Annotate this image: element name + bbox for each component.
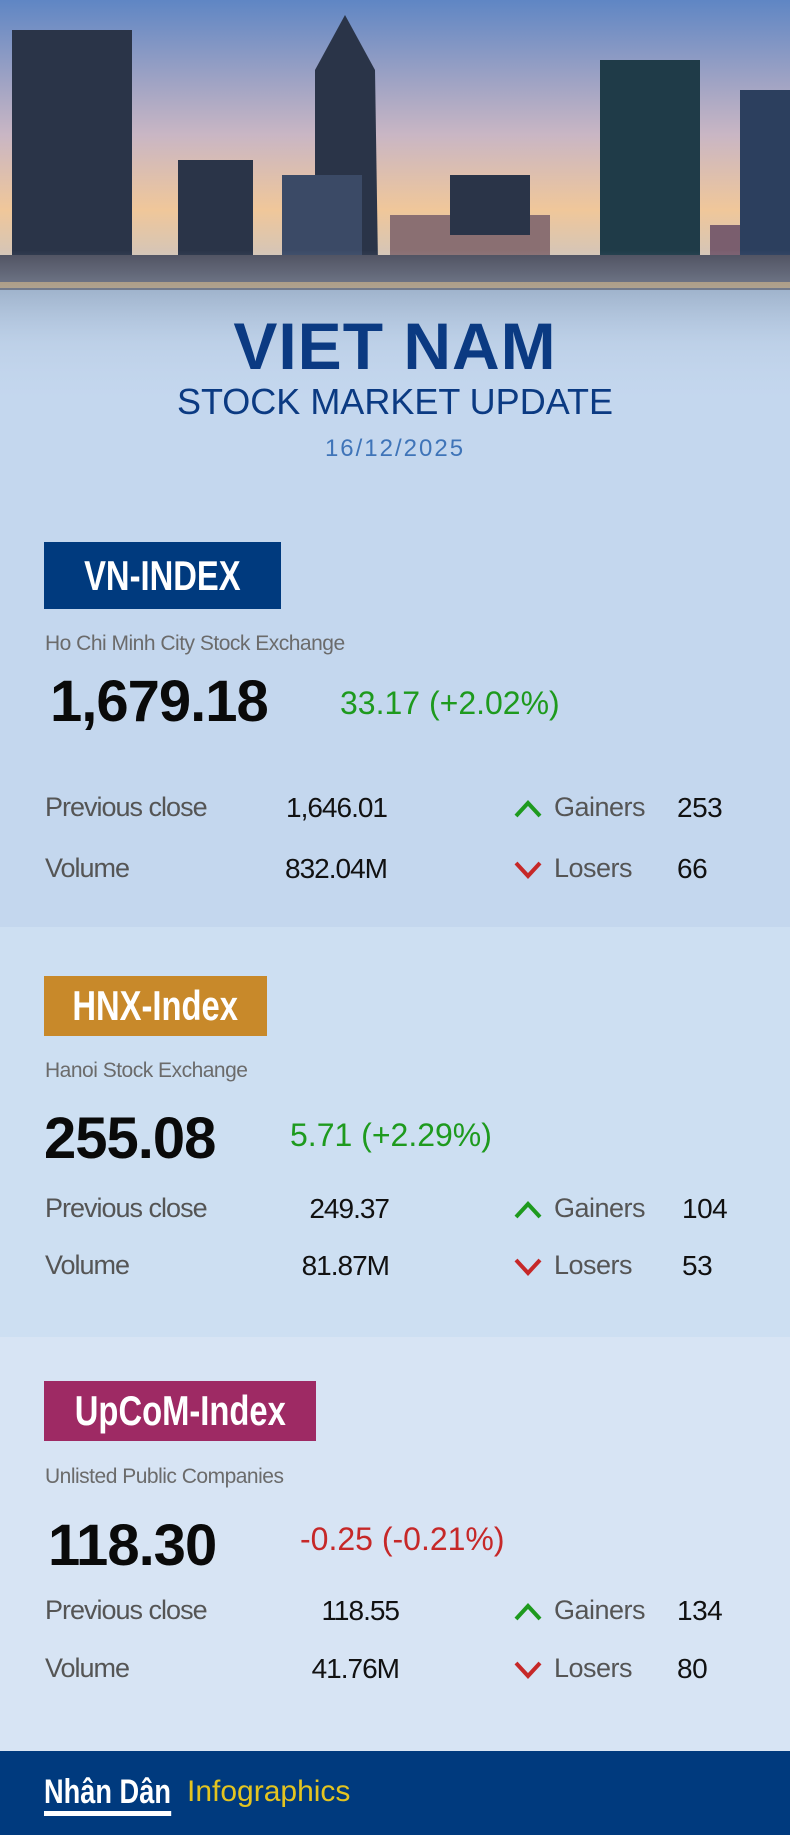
volume-value: 81.87M — [301, 1250, 390, 1281]
losers-label: Losers — [554, 853, 633, 883]
index-value: 255.08 — [44, 1106, 216, 1171]
index-change: -0.25 (-0.21%) — [300, 1521, 505, 1557]
gainers-count: 134 — [677, 1595, 723, 1626]
chevron-up-icon — [514, 1603, 542, 1621]
losers-count: 53 — [682, 1250, 713, 1281]
volume-value: 41.76M — [311, 1653, 400, 1684]
index-value: 1,679.18 — [50, 669, 269, 734]
chevron-down-icon — [514, 1661, 542, 1679]
chevron-up-icon — [514, 800, 542, 818]
gainers-label: Gainers — [554, 1595, 646, 1625]
index-value: 118.30 — [48, 1513, 217, 1578]
previous-close-label: Previous close — [45, 1595, 208, 1625]
gainers-label: Gainers — [554, 792, 646, 822]
previous-close-value: 249.37 — [309, 1193, 390, 1224]
index-change: 5.71 (+2.29%) — [290, 1117, 492, 1153]
previous-close-value: 1,646.01 — [286, 792, 388, 823]
volume-value: 832.04M — [285, 853, 388, 884]
gainers-label: Gainers — [554, 1193, 646, 1223]
index-badge: VN-INDEX — [44, 542, 281, 609]
index-badge: HNX-Index — [44, 976, 267, 1036]
exchange-name: Unlisted Public Companies — [45, 1465, 284, 1488]
losers-label: Losers — [554, 1250, 633, 1280]
chevron-down-icon — [514, 861, 542, 879]
previous-close-label: Previous close — [45, 1193, 208, 1223]
footer: Nhân Dân Infographics — [0, 1751, 790, 1835]
hnx-index-section: HNX-Index Hanoi Stock Exchange 255.08 5.… — [0, 927, 790, 1337]
previous-close-label: Previous close — [45, 792, 208, 822]
nhan-dan-logo: Nhân Dân — [44, 1773, 171, 1816]
vn-index-section: VN-INDEX Ho Chi Minh City Stock Exchange… — [0, 520, 790, 927]
losers-label: Losers — [554, 1653, 633, 1683]
upcom-index-section: UpCoM-Index Unlisted Public Companies 11… — [0, 1337, 790, 1751]
exchange-name: Hanoi Stock Exchange — [45, 1059, 248, 1082]
report-date: 16/12/2025 — [324, 435, 466, 462]
losers-count: 66 — [677, 853, 708, 884]
losers-count: 80 — [677, 1653, 708, 1684]
chevron-up-icon — [514, 1201, 542, 1219]
index-change: 33.17 (+2.02%) — [340, 685, 560, 721]
gainers-count: 253 — [677, 792, 723, 823]
volume-label: Volume — [45, 1653, 130, 1683]
footer-label: Infographics — [187, 1775, 351, 1808]
hero-skyline-image — [0, 0, 790, 520]
index-badge: UpCoM-Index — [44, 1381, 316, 1441]
hero-fade — [0, 250, 790, 520]
page-subtitle: STOCK MARKET UPDATE — [176, 381, 614, 422]
volume-label: Volume — [45, 1250, 130, 1280]
volume-label: Volume — [45, 853, 130, 883]
exchange-name: Ho Chi Minh City Stock Exchange — [45, 632, 345, 655]
page-title: VIET NAM — [233, 309, 557, 383]
previous-close-value: 118.55 — [321, 1595, 400, 1626]
gainers-count: 104 — [682, 1193, 728, 1224]
chevron-down-icon — [514, 1258, 542, 1276]
